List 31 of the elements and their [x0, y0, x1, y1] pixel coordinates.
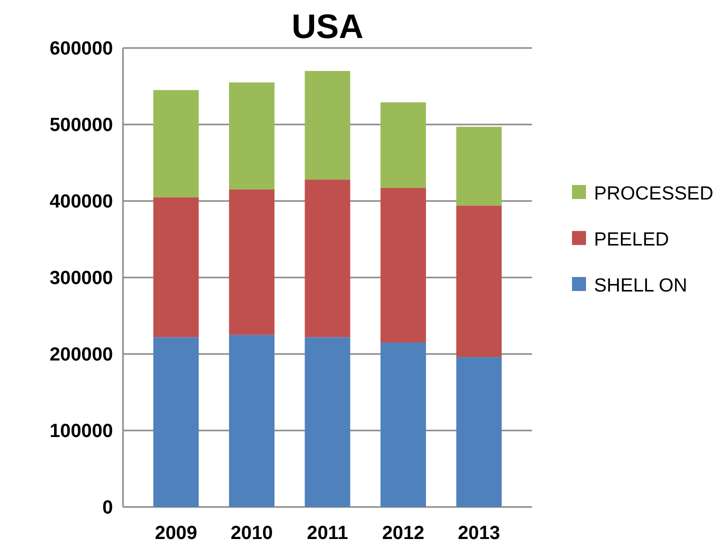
- x-tick-label: 2012: [382, 523, 424, 544]
- y-tick-label: 400000: [50, 192, 113, 213]
- bar: [304, 180, 350, 338]
- chart-title: USA: [292, 8, 364, 46]
- y-tick-label: 600000: [50, 38, 113, 60]
- y-tick-label: 100000: [50, 421, 113, 442]
- legend-label: PEELED: [594, 230, 669, 251]
- bar: [229, 334, 274, 507]
- bar: [456, 206, 502, 358]
- y-tick-label: 500000: [50, 115, 113, 136]
- y-tick-label: 0: [102, 498, 113, 519]
- x-tick-label: 2011: [306, 523, 349, 544]
- bar: [304, 70, 350, 180]
- x-tick-label: 2013: [458, 523, 500, 544]
- y-tick-label: 300000: [50, 268, 113, 290]
- bar: [456, 357, 502, 507]
- bar: [153, 90, 199, 198]
- bar: [380, 102, 426, 188]
- legend-label: PROCESSED: [594, 184, 714, 205]
- legend-label: SHELL ON: [594, 276, 688, 297]
- bar: [456, 126, 502, 206]
- x-tick-label: 2009: [154, 523, 198, 544]
- bar: [380, 188, 426, 343]
- bar: [229, 82, 274, 190]
- bar: [304, 337, 350, 507]
- bar: [380, 342, 426, 507]
- bar: [153, 337, 199, 507]
- bar: [153, 197, 199, 338]
- y-tick-label: 200000: [50, 344, 113, 366]
- x-tick-label: 2010: [230, 523, 273, 544]
- bar: [229, 190, 274, 335]
